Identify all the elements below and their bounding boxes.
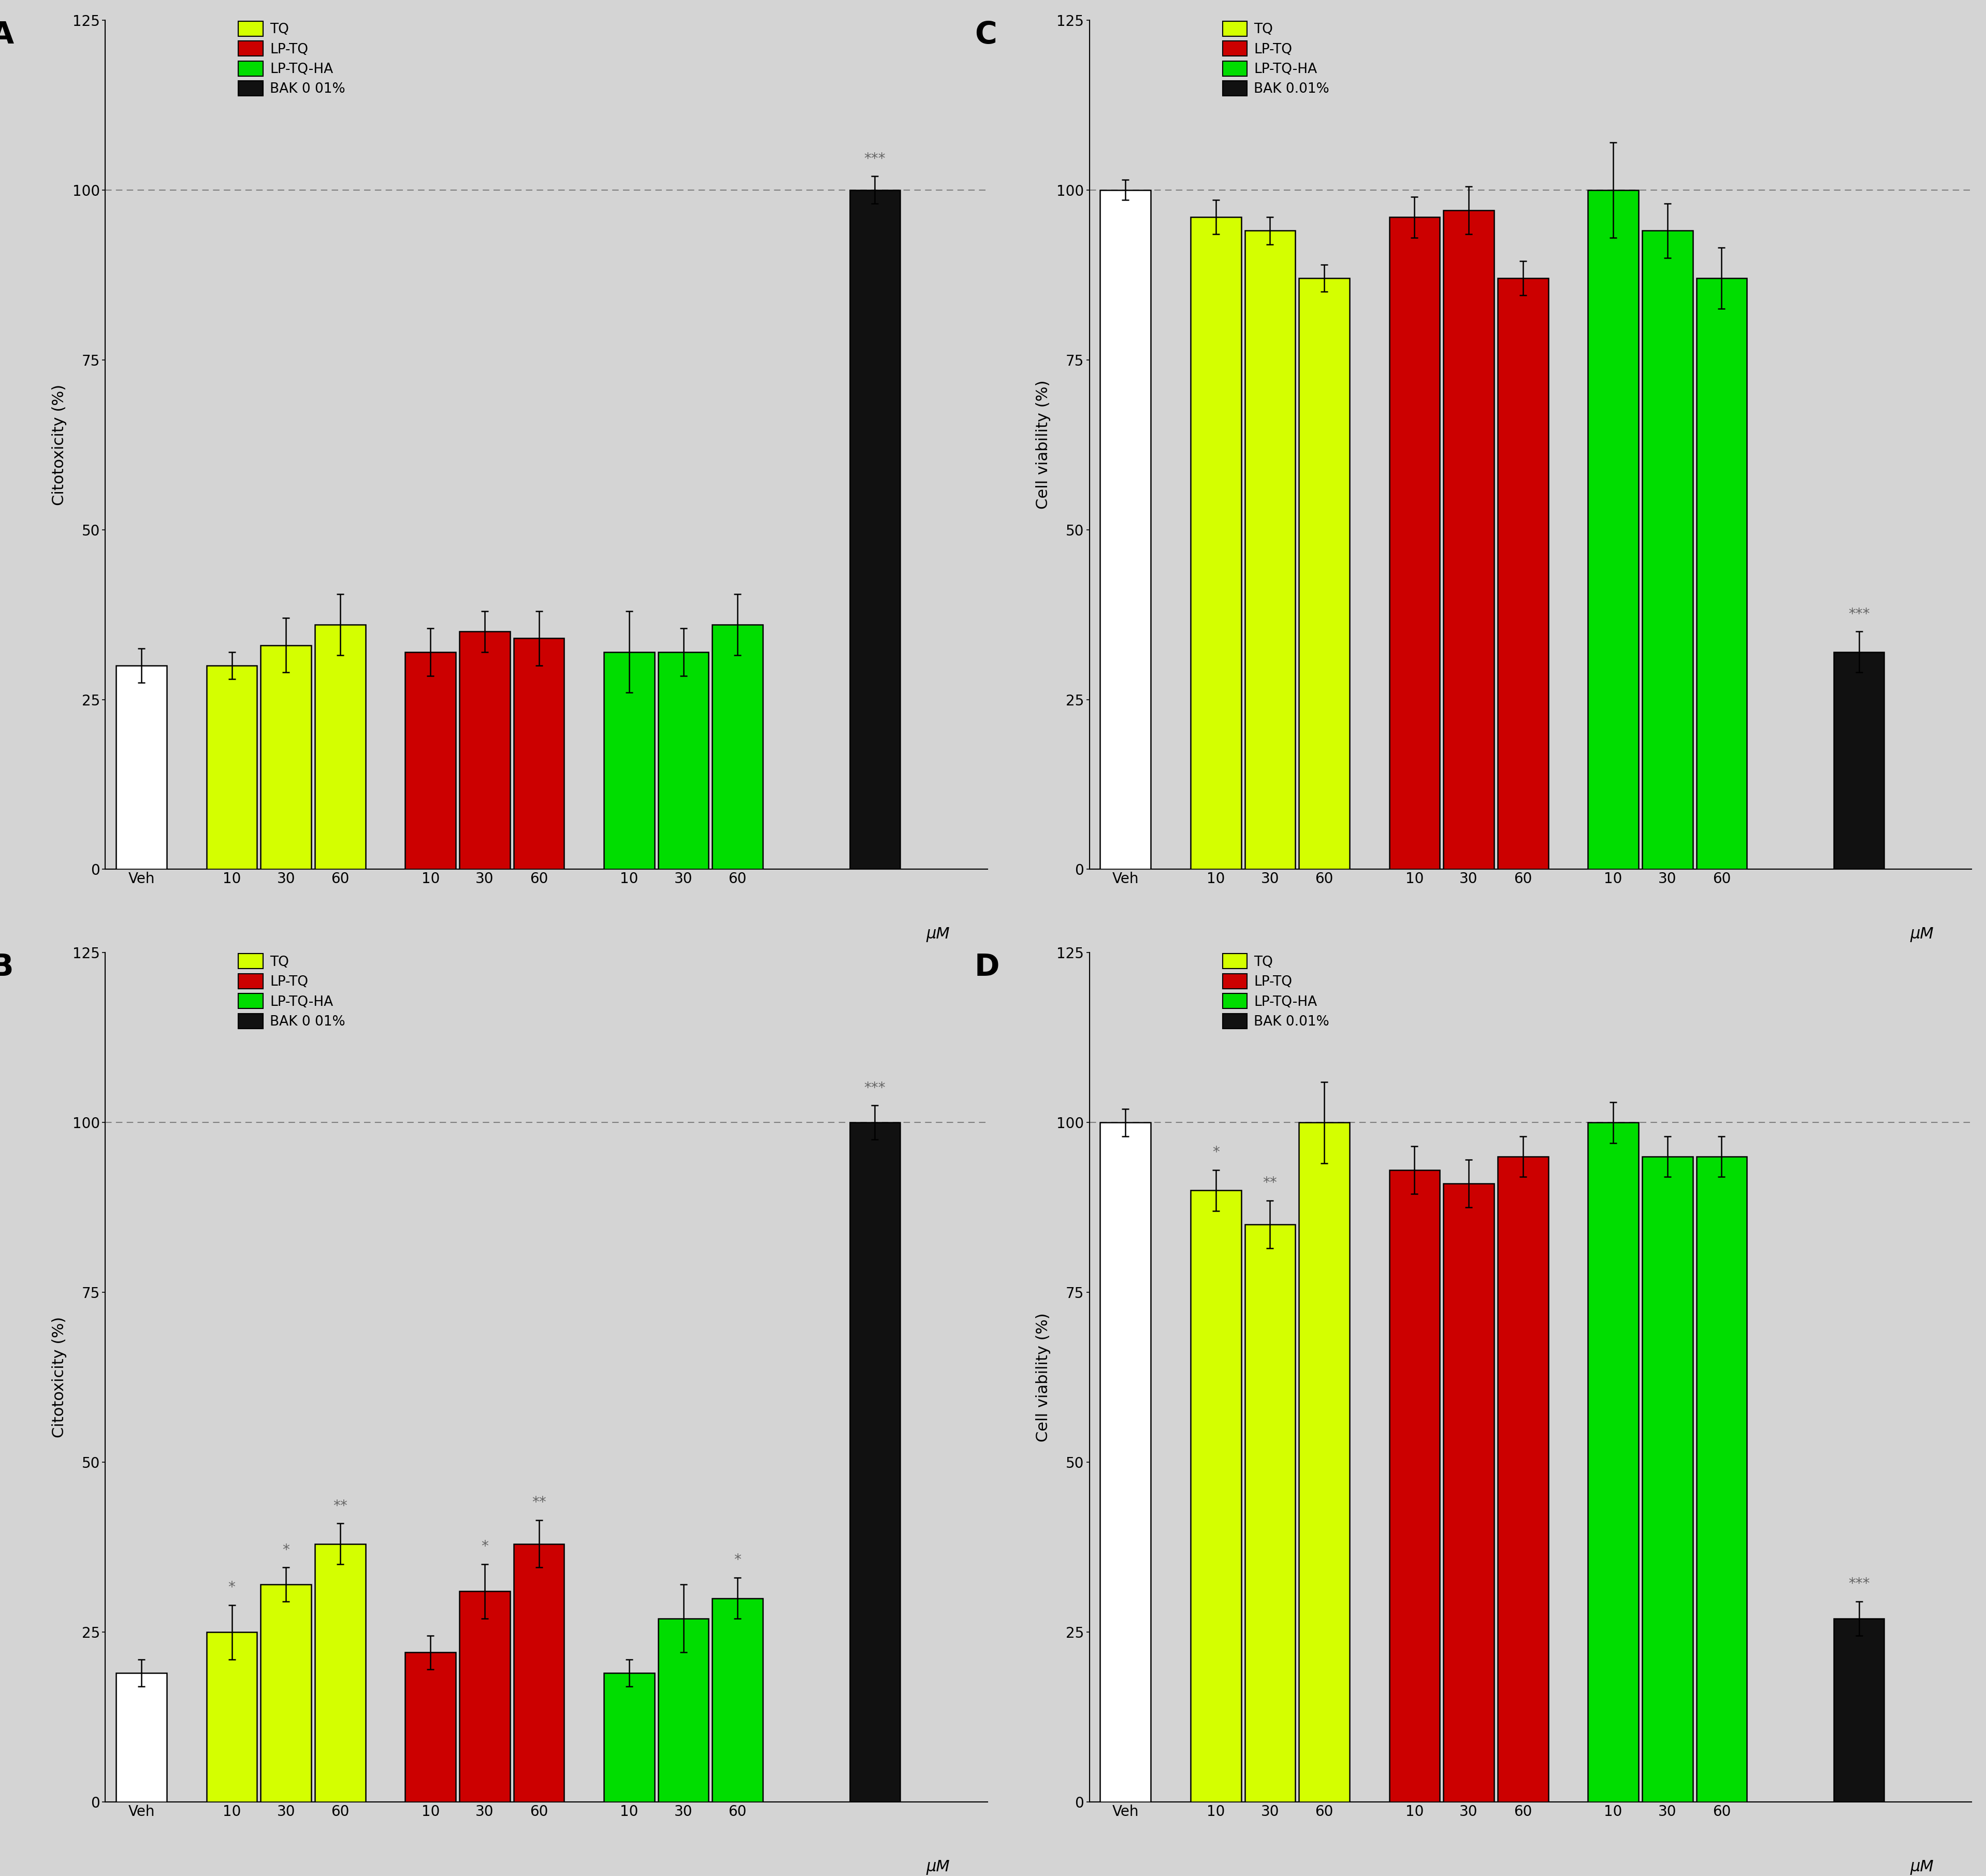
- Bar: [657, 1619, 709, 1803]
- Legend: TQ, LP-TQ, LP-TQ-HA, BAK 0 01%: TQ, LP-TQ, LP-TQ-HA, BAK 0 01%: [236, 19, 348, 99]
- Bar: [1100, 189, 1150, 869]
- Bar: [1589, 189, 1638, 869]
- Text: **: **: [334, 1499, 348, 1514]
- Bar: [1390, 1171, 1440, 1803]
- Bar: [405, 653, 455, 869]
- Bar: [1642, 231, 1692, 869]
- Bar: [405, 1653, 455, 1803]
- Bar: [713, 1598, 763, 1803]
- Bar: [1696, 1156, 1748, 1803]
- Text: μM: μM: [1911, 1859, 1934, 1874]
- Bar: [459, 632, 510, 869]
- Bar: [1299, 1122, 1348, 1803]
- Bar: [115, 1673, 167, 1803]
- Text: **: **: [1263, 1176, 1277, 1191]
- Text: μM: μM: [925, 1859, 949, 1874]
- Bar: [1190, 218, 1241, 869]
- Bar: [850, 189, 900, 869]
- Text: B: B: [0, 953, 14, 983]
- Bar: [1444, 210, 1493, 869]
- Y-axis label: Cell viability (%): Cell viability (%): [1035, 1313, 1051, 1443]
- Text: μM: μM: [925, 927, 949, 942]
- Y-axis label: Citotoxicity (%): Citotoxicity (%): [52, 385, 68, 505]
- Bar: [1833, 1619, 1885, 1803]
- Bar: [459, 1591, 510, 1803]
- Legend: TQ, LP-TQ, LP-TQ-HA, BAK 0.01%: TQ, LP-TQ, LP-TQ-HA, BAK 0.01%: [1219, 951, 1333, 1032]
- Bar: [1299, 278, 1348, 869]
- Text: *: *: [1211, 1146, 1219, 1159]
- Bar: [1100, 1122, 1150, 1803]
- Bar: [207, 1632, 256, 1803]
- Text: C: C: [975, 21, 997, 49]
- Bar: [207, 666, 256, 869]
- Bar: [1497, 1156, 1549, 1803]
- Bar: [1696, 278, 1748, 869]
- Bar: [1245, 1225, 1295, 1803]
- Bar: [514, 638, 564, 869]
- Text: ***: ***: [1849, 1578, 1869, 1591]
- Bar: [713, 625, 763, 869]
- Text: A: A: [0, 21, 14, 49]
- Bar: [260, 1585, 312, 1803]
- Bar: [1497, 278, 1549, 869]
- Bar: [316, 1544, 365, 1803]
- Bar: [604, 1673, 655, 1803]
- Text: **: **: [532, 1495, 546, 1510]
- Text: ***: ***: [864, 1081, 886, 1096]
- Bar: [1642, 1156, 1692, 1803]
- Text: *: *: [282, 1542, 290, 1557]
- Text: μM: μM: [1911, 927, 1934, 942]
- Text: *: *: [228, 1580, 236, 1595]
- Bar: [115, 666, 167, 869]
- Bar: [1444, 1184, 1493, 1803]
- Bar: [1245, 231, 1295, 869]
- Legend: TQ, LP-TQ, LP-TQ-HA, BAK 0.01%: TQ, LP-TQ, LP-TQ-HA, BAK 0.01%: [1219, 19, 1333, 99]
- Bar: [514, 1544, 564, 1803]
- Y-axis label: Cell viability (%): Cell viability (%): [1035, 381, 1051, 508]
- Text: ***: ***: [864, 152, 886, 167]
- Bar: [260, 645, 312, 869]
- Bar: [1589, 1122, 1638, 1803]
- Bar: [850, 1122, 900, 1803]
- Text: D: D: [975, 953, 999, 983]
- Y-axis label: Citotoxicity (%): Citotoxicity (%): [52, 1317, 68, 1437]
- Text: ***: ***: [1849, 606, 1869, 621]
- Bar: [316, 625, 365, 869]
- Bar: [604, 653, 655, 869]
- Bar: [1190, 1191, 1241, 1803]
- Text: *: *: [481, 1540, 489, 1553]
- Bar: [1390, 218, 1440, 869]
- Legend: TQ, LP-TQ, LP-TQ-HA, BAK 0 01%: TQ, LP-TQ, LP-TQ-HA, BAK 0 01%: [236, 951, 348, 1032]
- Bar: [657, 653, 709, 869]
- Bar: [1833, 653, 1885, 869]
- Text: *: *: [735, 1553, 741, 1568]
